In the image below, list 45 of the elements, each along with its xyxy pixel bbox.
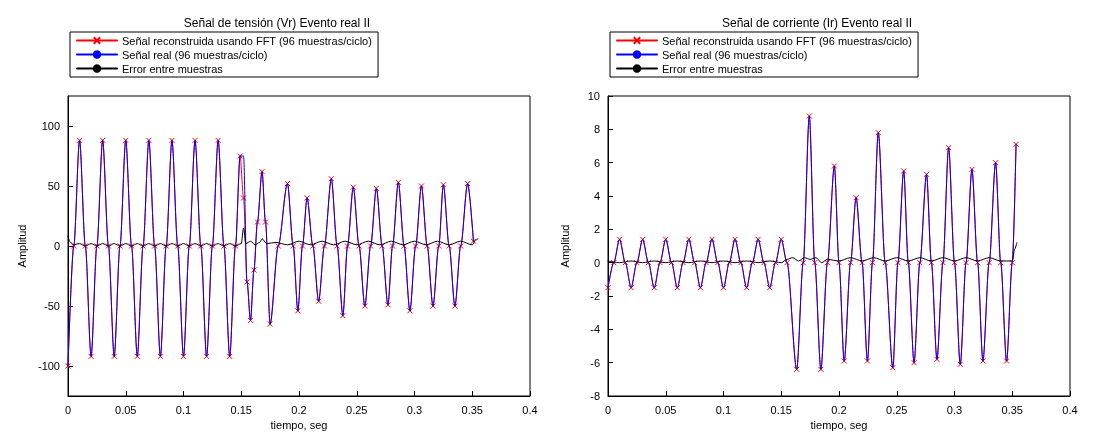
y-tick-label: 4	[593, 190, 600, 202]
y-tick-label: -4	[590, 323, 600, 336]
x-tick-label: 0.35	[1001, 403, 1023, 416]
legend-label: Error entre muestras	[662, 62, 764, 75]
y-tick-label: -6	[590, 356, 600, 369]
x-axis-title: tiempo, seg	[810, 419, 868, 432]
x-tick-label: 0.25	[346, 403, 368, 416]
y-tick-label: -50	[44, 300, 60, 312]
y-tick-label: 0	[53, 240, 60, 252]
x-tick-label: 0.4	[1062, 403, 1078, 416]
x-tick-label: 0.35	[461, 403, 483, 416]
y-tick-label: 100	[41, 120, 60, 132]
y-tick-label: 8	[593, 123, 600, 136]
y-tick-label: 50	[47, 180, 60, 192]
x-tick-label: 0.3	[406, 403, 423, 416]
x-tick-label: 0.05	[655, 403, 677, 416]
x-tick-label: 0.4	[522, 403, 538, 416]
y-tick-label: -100	[37, 360, 60, 372]
chart-title: Señal de corriente (Ir) Evento real II	[721, 16, 913, 30]
y-axis-title: Amplitud	[558, 224, 571, 268]
y-axis-title: Amplitud	[15, 224, 28, 268]
y-tick-label: 0	[593, 256, 600, 269]
legend-label: Error entre muestras	[122, 62, 224, 75]
x-tick-label: 0.25	[886, 403, 908, 416]
x-tick-label: 0.05	[115, 403, 137, 416]
legend-label: Señal real (96 muestras/ciclo)	[122, 48, 268, 61]
x-tick-label: 0.2	[831, 403, 847, 416]
legend-label: Señal reconstruida usando FFT (96 muestras/ciclo)	[662, 34, 912, 47]
y-tick-label: -2	[590, 290, 600, 302]
y-tick-label: 6	[593, 156, 600, 169]
x-tick-label: 0.3	[946, 403, 963, 416]
x-tick-label: 0.1	[715, 403, 732, 416]
x-tick-label: 0.15	[230, 403, 252, 416]
x-axis-title: tiempo, seg	[270, 419, 328, 432]
x-tick-label: 0	[64, 403, 72, 416]
chart-title: Señal de tensión (Vr) Evento real II	[183, 16, 371, 30]
y-tick-label: 10	[587, 90, 600, 102]
x-tick-label: 0.2	[291, 403, 307, 416]
y-tick-label: 2	[593, 223, 600, 236]
x-tick-label: 0.1	[175, 403, 192, 416]
x-tick-label: 0.15	[770, 403, 792, 416]
y-tick-label: -8	[590, 390, 600, 402]
legend-label: Señal real (96 muestras/ciclo)	[662, 48, 808, 61]
x-tick-label: 0	[604, 403, 612, 416]
legend-label: Señal reconstruida usando FFT (96 muestras/ciclo)	[122, 34, 372, 47]
